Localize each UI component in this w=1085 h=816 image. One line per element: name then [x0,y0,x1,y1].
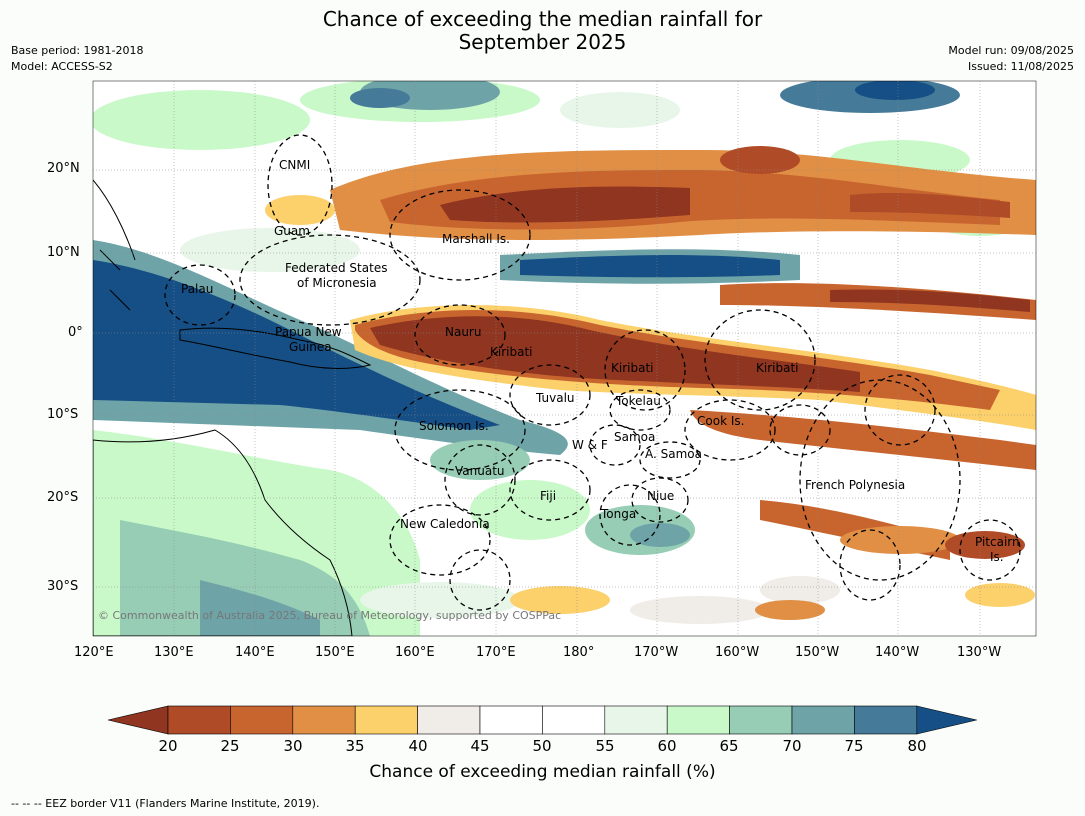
region-label-tuvalu: Tuvalu [536,391,575,405]
region-label-fsm-2: of Micronesia [297,276,377,290]
region-label-vanuatu: Vanuatu [455,464,505,478]
region-label-pitcairn-1: Pitcairn [975,535,1020,549]
colorbar-segment [417,705,481,735]
lon-label-180: 180° [563,645,595,660]
colorbar-segment [542,705,606,735]
issued-date: Issued: 11/08/2025 [967,60,1074,73]
region-label-tonga: Tonga [601,507,637,521]
colorbar-tick: 75 [844,737,864,755]
lon-label-160w: 160°W [715,645,760,660]
lon-label-140w: 140°W [875,645,920,660]
region-label-solomon: Solomon Is. [419,419,489,433]
colorbar-tick: 60 [657,737,677,755]
colorbar-tick: 65 [719,737,739,755]
region-label-kiribati-1: Kiribati [490,345,533,359]
colorbar-tick: 25 [220,737,240,755]
colorbar-segment [729,705,793,735]
region-label-palau: Palau [181,282,214,296]
colorbar-segment [479,705,543,735]
lon-label-170e: 170°E [476,645,516,660]
lat-label-20s: 20°S [47,490,79,505]
lon-label-130e: 130°E [154,645,194,660]
lon-label-120e: 120°E [74,645,114,660]
region-label-png-1: Papua New [275,325,342,339]
eez-footnote: -- -- -- EEZ border V11 (Flanders Marine… [11,797,320,810]
map-title: Chance of exceeding the median rainfall … [0,8,1085,54]
region-label-cnmi: CNMI [279,158,311,172]
region-label-fsm-1: Federated States [285,261,388,275]
colorbar-segment [354,705,418,735]
colorbar [107,705,977,735]
colorbar-segment [167,705,231,735]
colorbar-segment [230,705,294,735]
region-label-png-2: Guinea [289,340,332,354]
colorbar-extend-low [107,705,169,735]
colorbar-tick: 55 [595,737,615,755]
colorbar-segment [666,705,730,735]
colorbar-tick: 70 [782,737,802,755]
lon-label-170w: 170°W [634,645,679,660]
colorbar-tick: 45 [470,737,490,755]
region-label-cook: Cook Is. [697,414,745,428]
colorbar-segment [791,705,855,735]
region-label-pitcairn-2: Is. [990,550,1004,564]
region-label-samoa: Samoa [614,430,656,444]
colorbar-segment [292,705,356,735]
model-run: Model run: 09/08/2025 [948,44,1074,57]
map-frame [92,80,1037,637]
region-label-french-polynesia: French Polynesia [805,478,906,492]
lon-label-150e: 150°E [315,645,355,660]
title-line-2: September 2025 [458,30,627,54]
region-label-fiji: Fiji [540,489,557,503]
eez-borders [164,134,1021,611]
colorbar-segment [604,705,668,735]
region-label-niue: Niue [647,489,675,503]
meta-left: Base period: 1981-2018 Model: ACCESS-S2 [11,43,143,75]
lon-label-160e: 160°E [395,645,435,660]
region-label-wf: W & F [572,438,608,452]
colorbar-tick: 50 [532,737,552,755]
lon-label-130w: 130°W [957,645,1002,660]
colorbar-tick: 20 [158,737,178,755]
colorbar-tick: 80 [907,737,927,755]
lat-label-20n: 20°N [47,161,80,176]
base-period: Base period: 1981-2018 [11,44,144,57]
copyright-note: © Commonwealth of Australia 2025, Bureau… [98,609,562,622]
rainfall-field [93,81,1036,636]
region-label-kiribati-3: Kiribati [756,361,799,375]
region-label-nauru: Nauru [445,325,482,339]
colorbar-segment [854,705,918,735]
lat-label-10n: 10°N [47,245,80,260]
colorbar-tick: 35 [345,737,365,755]
model-name: Model: ACCESS-S2 [11,60,113,73]
lat-label-0: 0° [68,325,83,340]
colorbar-tick: 30 [283,737,303,755]
lon-label-150w: 150°W [795,645,840,660]
title-line-1: Chance of exceeding the median rainfall … [322,7,763,31]
lat-label-30s: 30°S [47,579,79,594]
colorbar-tick: 40 [408,737,428,755]
meta-right: Model run: 09/08/2025 Issued: 11/08/2025 [948,43,1074,75]
region-label-guam: Guam [274,224,310,238]
colorbar-label: Chance of exceeding median rainfall (%) [369,762,716,782]
colorbar-extend-high [916,705,977,735]
lon-label-140e: 140°E [235,645,275,660]
region-label-marshall: Marshall Is. [442,232,510,246]
region-label-asamoa: A. Samoa [645,447,702,461]
lat-label-10s: 10°S [47,407,79,422]
region-label-kiribati-2: Kiribati [611,361,654,375]
region-label-tokelau: Tokelau [616,394,661,408]
region-label-new-caledonia: New Caledonia [400,517,490,531]
